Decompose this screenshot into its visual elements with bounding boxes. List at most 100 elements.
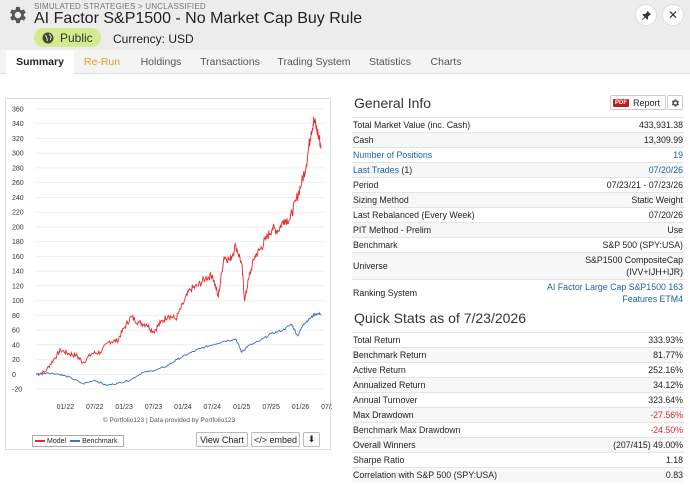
- public-badge[interactable]: Public: [34, 28, 101, 47]
- tab-trading-system[interactable]: Trading System: [277, 56, 351, 68]
- tab-statistics[interactable]: Statistics: [368, 56, 411, 68]
- info-row-period: Period 07/23/21 - 07/23/26: [352, 177, 684, 193]
- tab-summary[interactable]: Summary: [6, 50, 74, 75]
- legend-item-benchmark[interactable]: Benchmark: [70, 438, 117, 445]
- y-tick-label: 220: [12, 210, 24, 217]
- y-tick-label: -20: [12, 387, 22, 394]
- info-value: S&P1500 CompositeCap (IVV+IJH+IJR): [509, 253, 684, 280]
- tab-transactions[interactable]: Transactions: [200, 56, 260, 68]
- info-value: S&P 500 (SPY:USA): [602, 240, 683, 250]
- stat-row-max-drawdown: Max Drawdown -27.56%: [352, 407, 684, 423]
- legend-swatch-benchmark: [70, 440, 81, 442]
- view-chart-button[interactable]: View Chart: [196, 432, 248, 447]
- stat-label: Total Return: [353, 335, 401, 345]
- info-row-ranking-system: Ranking System AI Factor Large Cap S&P15…: [352, 279, 684, 307]
- chart-credit: © Portfolio123 | Data provided by Portfo…: [102, 417, 236, 424]
- info-label: Sizing Method: [353, 195, 409, 205]
- stat-value: -24.50%: [650, 425, 683, 435]
- info-label: Last Rebalanced (Every Week): [353, 210, 475, 220]
- universe-value-line1: S&P1500 CompositeCap: [585, 255, 683, 265]
- y-tick-label: 20: [12, 357, 20, 364]
- pin-button[interactable]: [635, 4, 657, 26]
- public-label: Public: [60, 30, 93, 45]
- info-value: Static Weight: [631, 195, 683, 205]
- stat-row-overall-winners: Overall Winners (207/415) 49.00%: [352, 437, 684, 453]
- report-label: Report: [633, 97, 661, 108]
- x-tick-label: 07/26: [321, 404, 332, 411]
- general-info-table: Total Market Value (inc. Cash) 433,931.3…: [352, 117, 684, 307]
- last-trades-count: (1): [398, 165, 413, 175]
- y-tick-label: 140: [12, 269, 24, 276]
- info-label: Universe: [353, 261, 388, 271]
- info-label: Cash: [353, 135, 374, 145]
- pdf-icon: PDF: [613, 98, 629, 107]
- stat-row-correlation: Correlation with S&P 500 (SPY:USA) 0.83: [352, 467, 684, 483]
- info-row-pit-method: PIT Method - Prelim Use: [352, 222, 684, 238]
- legend-swatch-model: [35, 440, 45, 442]
- stat-value: (207/415) 49.00%: [613, 440, 683, 450]
- gear-icon: [671, 98, 680, 107]
- page-header: SIMULATED STRATEGIES > UNCLASSIFIED AI F…: [0, 0, 690, 50]
- info-label: PIT Method - Prelim: [353, 225, 432, 235]
- info-label: Benchmark: [353, 240, 398, 250]
- close-icon: ✕: [667, 8, 679, 22]
- legend-item-model[interactable]: Model: [35, 438, 66, 445]
- y-tick-label: 120: [12, 283, 24, 290]
- y-tick-label: 160: [12, 254, 24, 261]
- stat-label: Overall Winners: [353, 440, 416, 450]
- number-of-positions-link[interactable]: Number of Positions: [353, 150, 433, 160]
- info-value: 07/23/21 - 07/23/26: [606, 180, 683, 190]
- info-label-cell: Last Trades (1): [352, 163, 509, 178]
- x-tick-label: 07/25: [262, 404, 280, 411]
- stat-row-benchmark-max-drawdown: Benchmark Max Drawdown -24.50%: [352, 422, 684, 438]
- tab-re-run[interactable]: Re-Run: [83, 56, 121, 68]
- stat-value: -27.56%: [650, 410, 683, 420]
- info-value: Use: [667, 225, 683, 235]
- general-info-title: General Info: [354, 95, 432, 111]
- last-trades-link[interactable]: Last Trades: [353, 165, 399, 175]
- info-row-last-trades: Last Trades (1) 07/20/26: [352, 162, 684, 178]
- gear-icon[interactable]: [6, 4, 28, 26]
- page-title: AI Factor S&P1500 - No Market Cap Buy Ru…: [34, 10, 363, 27]
- breadcrumb[interactable]: SIMULATED STRATEGIES > UNCLASSIFIED: [34, 2, 206, 11]
- ranking-system-link[interactable]: AI Factor Large Cap S&P1500 163 Features…: [509, 280, 684, 307]
- x-tick-label: 07/24: [204, 404, 222, 411]
- y-tick-label: 60: [12, 328, 20, 335]
- stat-value: 252.16%: [648, 365, 683, 375]
- info-row-cash: Cash 13,309.99: [352, 132, 684, 148]
- stat-row-annualized-return: Annualized Return 34.12%: [352, 377, 684, 393]
- y-tick-label: 80: [12, 313, 20, 320]
- x-tick-label: 01/22: [57, 404, 75, 411]
- y-tick-label: 280: [12, 165, 24, 172]
- legend-label-benchmark: Benchmark: [82, 437, 118, 445]
- tab-charts[interactable]: Charts: [430, 56, 462, 68]
- info-row-benchmark: Benchmark S&P 500 (SPY:USA): [352, 237, 684, 253]
- embed-button[interactable]: </> embed: [251, 432, 300, 447]
- x-tick-label: 01/23: [115, 404, 133, 411]
- info-label: Total Market Value (inc. Cash): [353, 120, 471, 130]
- stat-label: Correlation with S&P 500 (SPY:USA): [353, 470, 498, 481]
- y-tick-label: 40: [12, 342, 20, 349]
- performance-chart-panel: 360 340 320 300 280 260 240 220 200 180 160 140 120 1…: [5, 98, 332, 450]
- last-trades-value[interactable]: 07/20/26: [648, 165, 683, 175]
- x-tick-label: 01/26: [292, 404, 310, 411]
- y-tick-label: 200: [12, 224, 24, 231]
- currency-label: Currency: USD: [113, 32, 194, 46]
- globe-icon: [42, 32, 54, 43]
- y-tick-label: 300: [12, 151, 24, 158]
- ranking-system-line1: AI Factor Large Cap S&P1500 163: [547, 282, 683, 293]
- y-tick-label: 100: [12, 298, 24, 305]
- x-tick-label: 07/23: [145, 404, 163, 411]
- y-tick-label: 180: [12, 239, 24, 246]
- settings-button[interactable]: [667, 95, 683, 110]
- number-of-positions-value[interactable]: 19: [673, 150, 683, 160]
- close-button[interactable]: ✕: [662, 4, 684, 26]
- chart-legend: Model Benchmark: [32, 435, 125, 447]
- download-button[interactable]: ⬇: [303, 432, 320, 447]
- tab-holdings[interactable]: Holdings: [140, 56, 182, 68]
- pdf-report-button[interactable]: PDF Report: [610, 95, 666, 110]
- stat-row-sharpe-ratio: Sharpe Ratio 1.18: [352, 452, 684, 468]
- x-tick-label: 01/24: [174, 404, 192, 411]
- stat-label: Max Drawdown: [353, 410, 414, 420]
- download-icon: ⬇: [307, 434, 316, 444]
